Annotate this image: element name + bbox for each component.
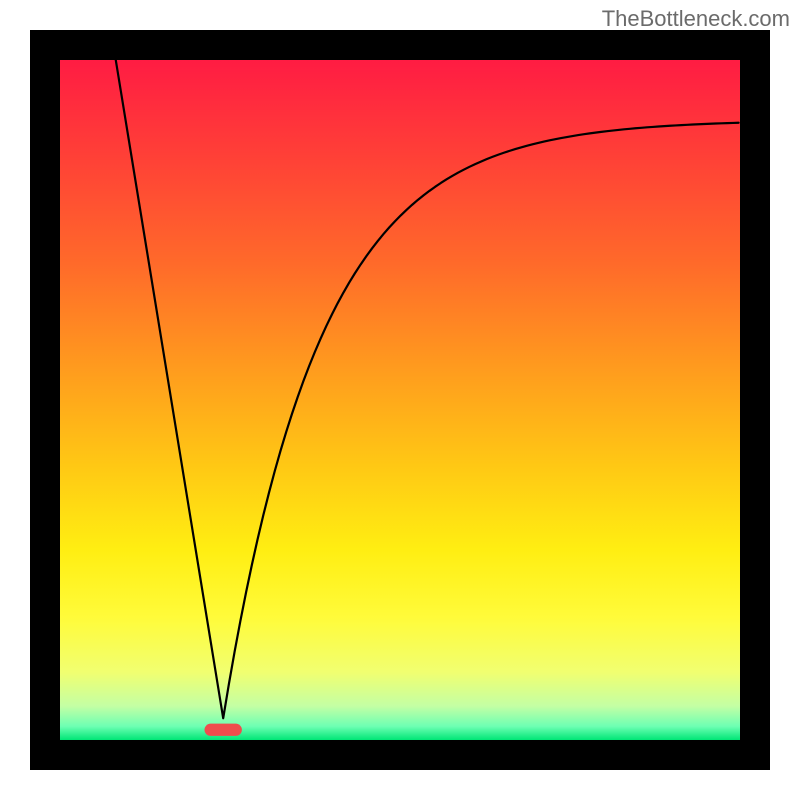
watermark-text: TheBottleneck.com — [602, 6, 790, 32]
bottleneck-plot — [30, 30, 770, 770]
